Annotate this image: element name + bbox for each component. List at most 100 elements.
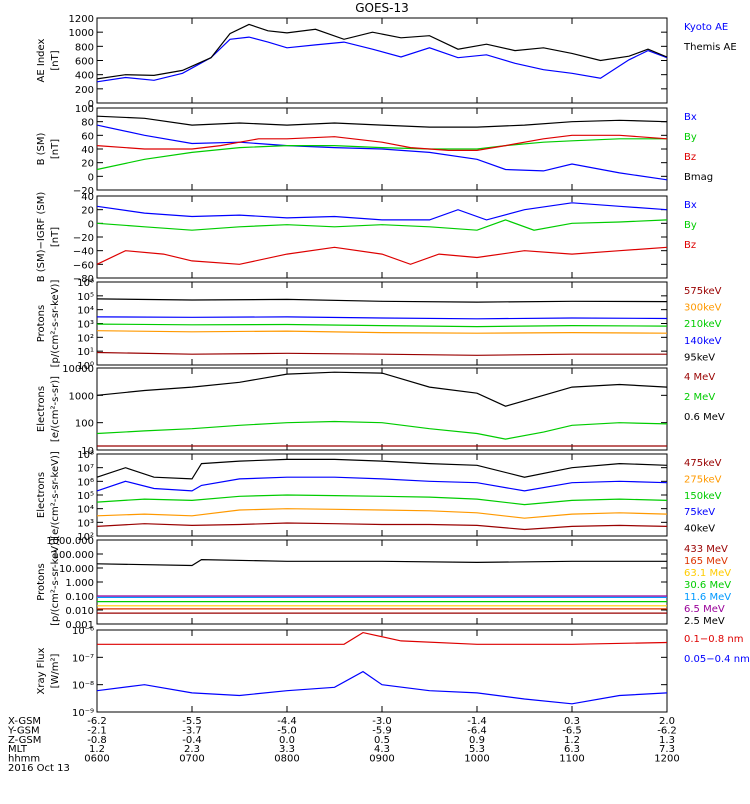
- y-tick-label-b-igrf-3: −20: [73, 233, 94, 244]
- footer-value-1-5: -6.5: [562, 725, 582, 736]
- y-tick-label-protons-mev-high-0: 0.001: [65, 620, 94, 631]
- y-tick-label-xray-2: 10⁻⁷: [72, 653, 94, 664]
- y-axis-label-protons-mev-high-0: Protons: [36, 563, 47, 600]
- legend-entry-b-igrf-1: By: [684, 220, 697, 231]
- footer-value-3-3: 4.3: [374, 744, 390, 755]
- footer-value-3-0: 1.2: [89, 744, 105, 755]
- y-tick-label-b-igrf-0: −80: [73, 274, 94, 285]
- series-line-b-sm-2: [96, 134, 668, 151]
- y-tick-label-b-igrf-4: 0: [88, 219, 94, 230]
- legend-entry-protons-mev-4: 95keV: [684, 352, 715, 363]
- legend-entry-b-igrf-0: Bx: [684, 200, 697, 211]
- panel-frame-protons-mev: [96, 281, 668, 366]
- footer-value-4-2: 0800: [274, 754, 299, 765]
- panel-frame-ae: [96, 17, 668, 104]
- y-tick-label-electrons-mev-3: 10000: [62, 364, 94, 375]
- footer-value-0-4: -1.4: [467, 716, 487, 727]
- legend-entry-protons-mev-high-6: 2.5 MeV: [684, 616, 725, 627]
- y-axis-label-electrons-kev-1: [e/(cm²-s-sr-keV)]: [50, 451, 61, 539]
- series-line-electrons-kev-4: [96, 458, 668, 480]
- y-tick-label-electrons-kev-1: 10³: [77, 518, 94, 529]
- legend-entry-b-sm-2: Bz: [684, 152, 696, 163]
- legend-entry-protons-mev-high-1: 165 MeV: [684, 556, 728, 567]
- y-tick-label-ae-1: 200: [75, 85, 94, 96]
- y-tick-label-protons-mev-high-1: 0.010: [65, 606, 94, 617]
- footer-value-0-0: -6.2: [87, 716, 107, 727]
- series-line-b-igrf-1: [96, 219, 668, 231]
- legend-entry-electrons-kev-1: 275keV: [684, 474, 722, 485]
- y-tick-label-b-sm-5: 80: [81, 118, 94, 129]
- series-line-xray-1: [96, 670, 668, 705]
- legend-entry-protons-mev-high-5: 6.5 MeV: [684, 604, 725, 615]
- legend-entry-electrons-kev-0: 475keV: [684, 458, 722, 469]
- legend-entry-b-sm-1: By: [684, 132, 697, 143]
- footer-value-1-4: -6.4: [467, 725, 487, 736]
- series-line-b-sm-0: [96, 124, 668, 181]
- footer-value-4-4: 1000: [464, 754, 489, 765]
- y-axis-label-ae-0: AE Index: [36, 38, 47, 82]
- y-tick-label-protons-mev-high-4: 10.000: [59, 564, 94, 575]
- y-tick-label-electrons-kev-0: 10²: [77, 532, 94, 543]
- y-tick-label-protons-mev-3: 10³: [77, 320, 94, 331]
- y-tick-label-xray-3: 10⁻⁶: [72, 626, 94, 637]
- series-line-protons-mev-1: [96, 330, 668, 334]
- footer-value-2-4: 0.9: [469, 735, 485, 746]
- footer-value-1-2: -5.0: [277, 725, 297, 736]
- series-line-protons-mev-3: [96, 316, 668, 320]
- y-axis-label-ae-1: [nT]: [50, 50, 61, 70]
- series-line-protons-mev-2: [96, 323, 668, 328]
- footer-value-4-1: 0700: [179, 754, 204, 765]
- series-line-xray-0: [97, 631, 668, 645]
- y-axis-label-b-sm-1: [nT]: [50, 139, 61, 159]
- y-tick-label-protons-mev-high-2: 0.100: [65, 592, 94, 603]
- y-tick-label-electrons-kev-5: 10⁷: [77, 464, 94, 475]
- footer-value-3-6: 7.3: [659, 744, 675, 755]
- y-tick-label-protons-mev-high-3: 1.000: [65, 578, 94, 589]
- y-tick-label-ae-0: 0: [88, 99, 94, 110]
- footer-value-4-3: 0900: [369, 754, 394, 765]
- y-tick-label-electrons-kev-4: 10⁶: [77, 477, 94, 488]
- footer-value-2-5: 1.2: [564, 735, 580, 746]
- footer-value-3-2: 3.3: [279, 744, 295, 755]
- legend-entry-b-igrf-2: Bz: [684, 240, 696, 251]
- panel-frame-xray: [96, 629, 668, 713]
- legend-entry-protons-mev-2: 210keV: [684, 319, 722, 330]
- y-axis-label-xray-0: Xray Flux: [36, 647, 47, 694]
- series-line-b-igrf-2: [96, 246, 668, 265]
- legend-entry-protons-mev-high-3: 30.6 MeV: [684, 580, 731, 591]
- legend-entry-protons-mev-1: 300keV: [684, 303, 722, 314]
- footer-value-1-6: -6.2: [657, 725, 677, 736]
- y-tick-label-b-sm-1: 0: [88, 172, 94, 183]
- y-axis-label-b-igrf-0: B (SM)−IGRF (SM): [36, 192, 47, 283]
- legend-entry-protons-mev-high-2: 63.1 MeV: [684, 568, 731, 579]
- y-tick-label-b-sm-2: 20: [81, 159, 94, 170]
- y-tick-label-protons-mev-6: 10⁶: [77, 278, 94, 289]
- y-axis-label-b-igrf-1: [nT]: [50, 227, 61, 247]
- chart-title: GOES-13: [355, 1, 409, 15]
- y-tick-label-ae-3: 600: [75, 57, 94, 68]
- footer-value-0-6: 2.0: [659, 716, 675, 727]
- footer-value-3-4: 5.3: [469, 744, 485, 755]
- y-tick-label-electrons-mev-1: 100: [75, 419, 94, 430]
- legend-entry-electrons-mev-1: 2 MeV: [684, 392, 715, 403]
- y-tick-label-xray-0: 10⁻⁹: [72, 708, 94, 719]
- footer-value-1-1: -3.7: [182, 725, 202, 736]
- series-line-electrons-mev-1: [96, 420, 668, 440]
- footer-value-1-3: -5.9: [372, 725, 392, 736]
- y-tick-label-ae-5: 1000: [69, 28, 94, 39]
- footer-value-2-0: -0.8: [87, 735, 107, 746]
- footer-row-label-0: X-GSM: [8, 716, 41, 727]
- y-tick-label-electrons-mev-2: 1000: [69, 391, 94, 402]
- series-line-protons-mev-high-6: [96, 558, 667, 567]
- footer-value-2-2: 0.0: [279, 735, 295, 746]
- series-line-ae-1: [96, 23, 668, 80]
- y-tick-label-b-sm-0: −20: [73, 186, 94, 197]
- footer-value-0-3: -3.0: [372, 716, 392, 727]
- footer-value-0-2: -4.4: [277, 716, 297, 727]
- panel-frame-protons-mev-high: [96, 539, 668, 625]
- y-tick-label-ae-2: 400: [75, 71, 94, 82]
- y-tick-label-ae-6: 1200: [69, 14, 94, 25]
- panel-frame-electrons-mev: [96, 367, 668, 451]
